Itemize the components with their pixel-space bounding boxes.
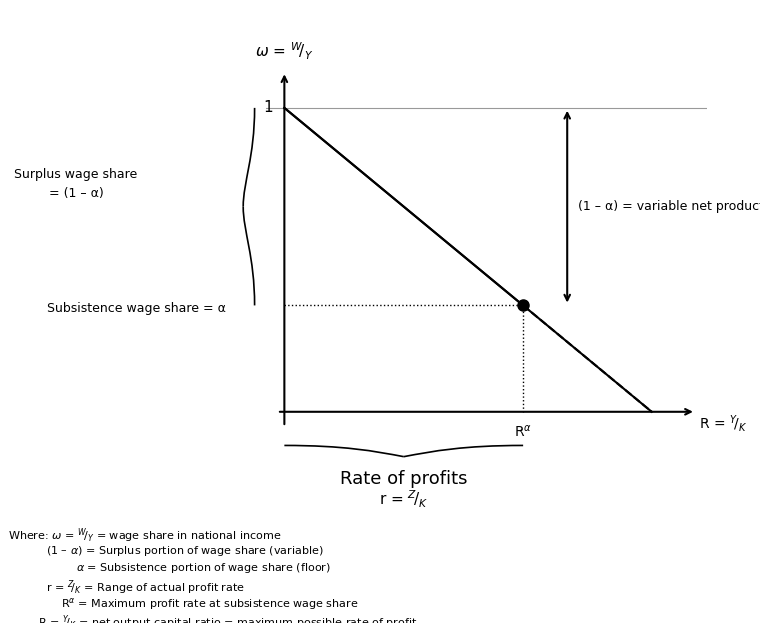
- Text: 1: 1: [264, 100, 274, 115]
- Text: Rate of profits: Rate of profits: [340, 470, 467, 488]
- Text: Subsistence wage share = α: Subsistence wage share = α: [47, 302, 226, 315]
- Text: R$^{\alpha}$ = Maximum profit rate at subsistence wage share: R$^{\alpha}$ = Maximum profit rate at su…: [61, 596, 358, 612]
- Text: $\omega$ = $^{W}\!/_{Y}$: $\omega$ = $^{W}\!/_{Y}$: [255, 41, 314, 62]
- Text: R$^{\alpha}$: R$^{\alpha}$: [514, 424, 532, 440]
- Text: Where: $\omega$ = $^{W}\!/_{Y}$ = wage share in national income: Where: $\omega$ = $^{W}\!/_{Y}$ = wage s…: [8, 526, 281, 545]
- Text: = (1 – α): = (1 – α): [49, 187, 103, 199]
- Text: R = $^{Y}\!/_{K}$ = net output-capital ratio = maximum possible rate of profit.: R = $^{Y}\!/_{K}$ = net output-capital r…: [38, 614, 420, 623]
- Text: Surplus wage share: Surplus wage share: [14, 168, 138, 181]
- Text: (1 – α) = variable net product: (1 – α) = variable net product: [578, 200, 760, 213]
- Text: $\alpha$ = Subsistence portion of wage share (floor): $\alpha$ = Subsistence portion of wage s…: [76, 561, 331, 575]
- Text: r = $^{Z}\!/_{K}$ = Range of actual profit rate: r = $^{Z}\!/_{K}$ = Range of actual prof…: [46, 579, 245, 597]
- Text: (1 – $\alpha$) = Surplus portion of wage share (variable): (1 – $\alpha$) = Surplus portion of wage…: [46, 544, 323, 558]
- Text: r = $^{Z}\!/_{K}$: r = $^{Z}\!/_{K}$: [379, 489, 429, 510]
- Text: R = $^{Y}\!/_{K}$: R = $^{Y}\!/_{K}$: [699, 414, 748, 434]
